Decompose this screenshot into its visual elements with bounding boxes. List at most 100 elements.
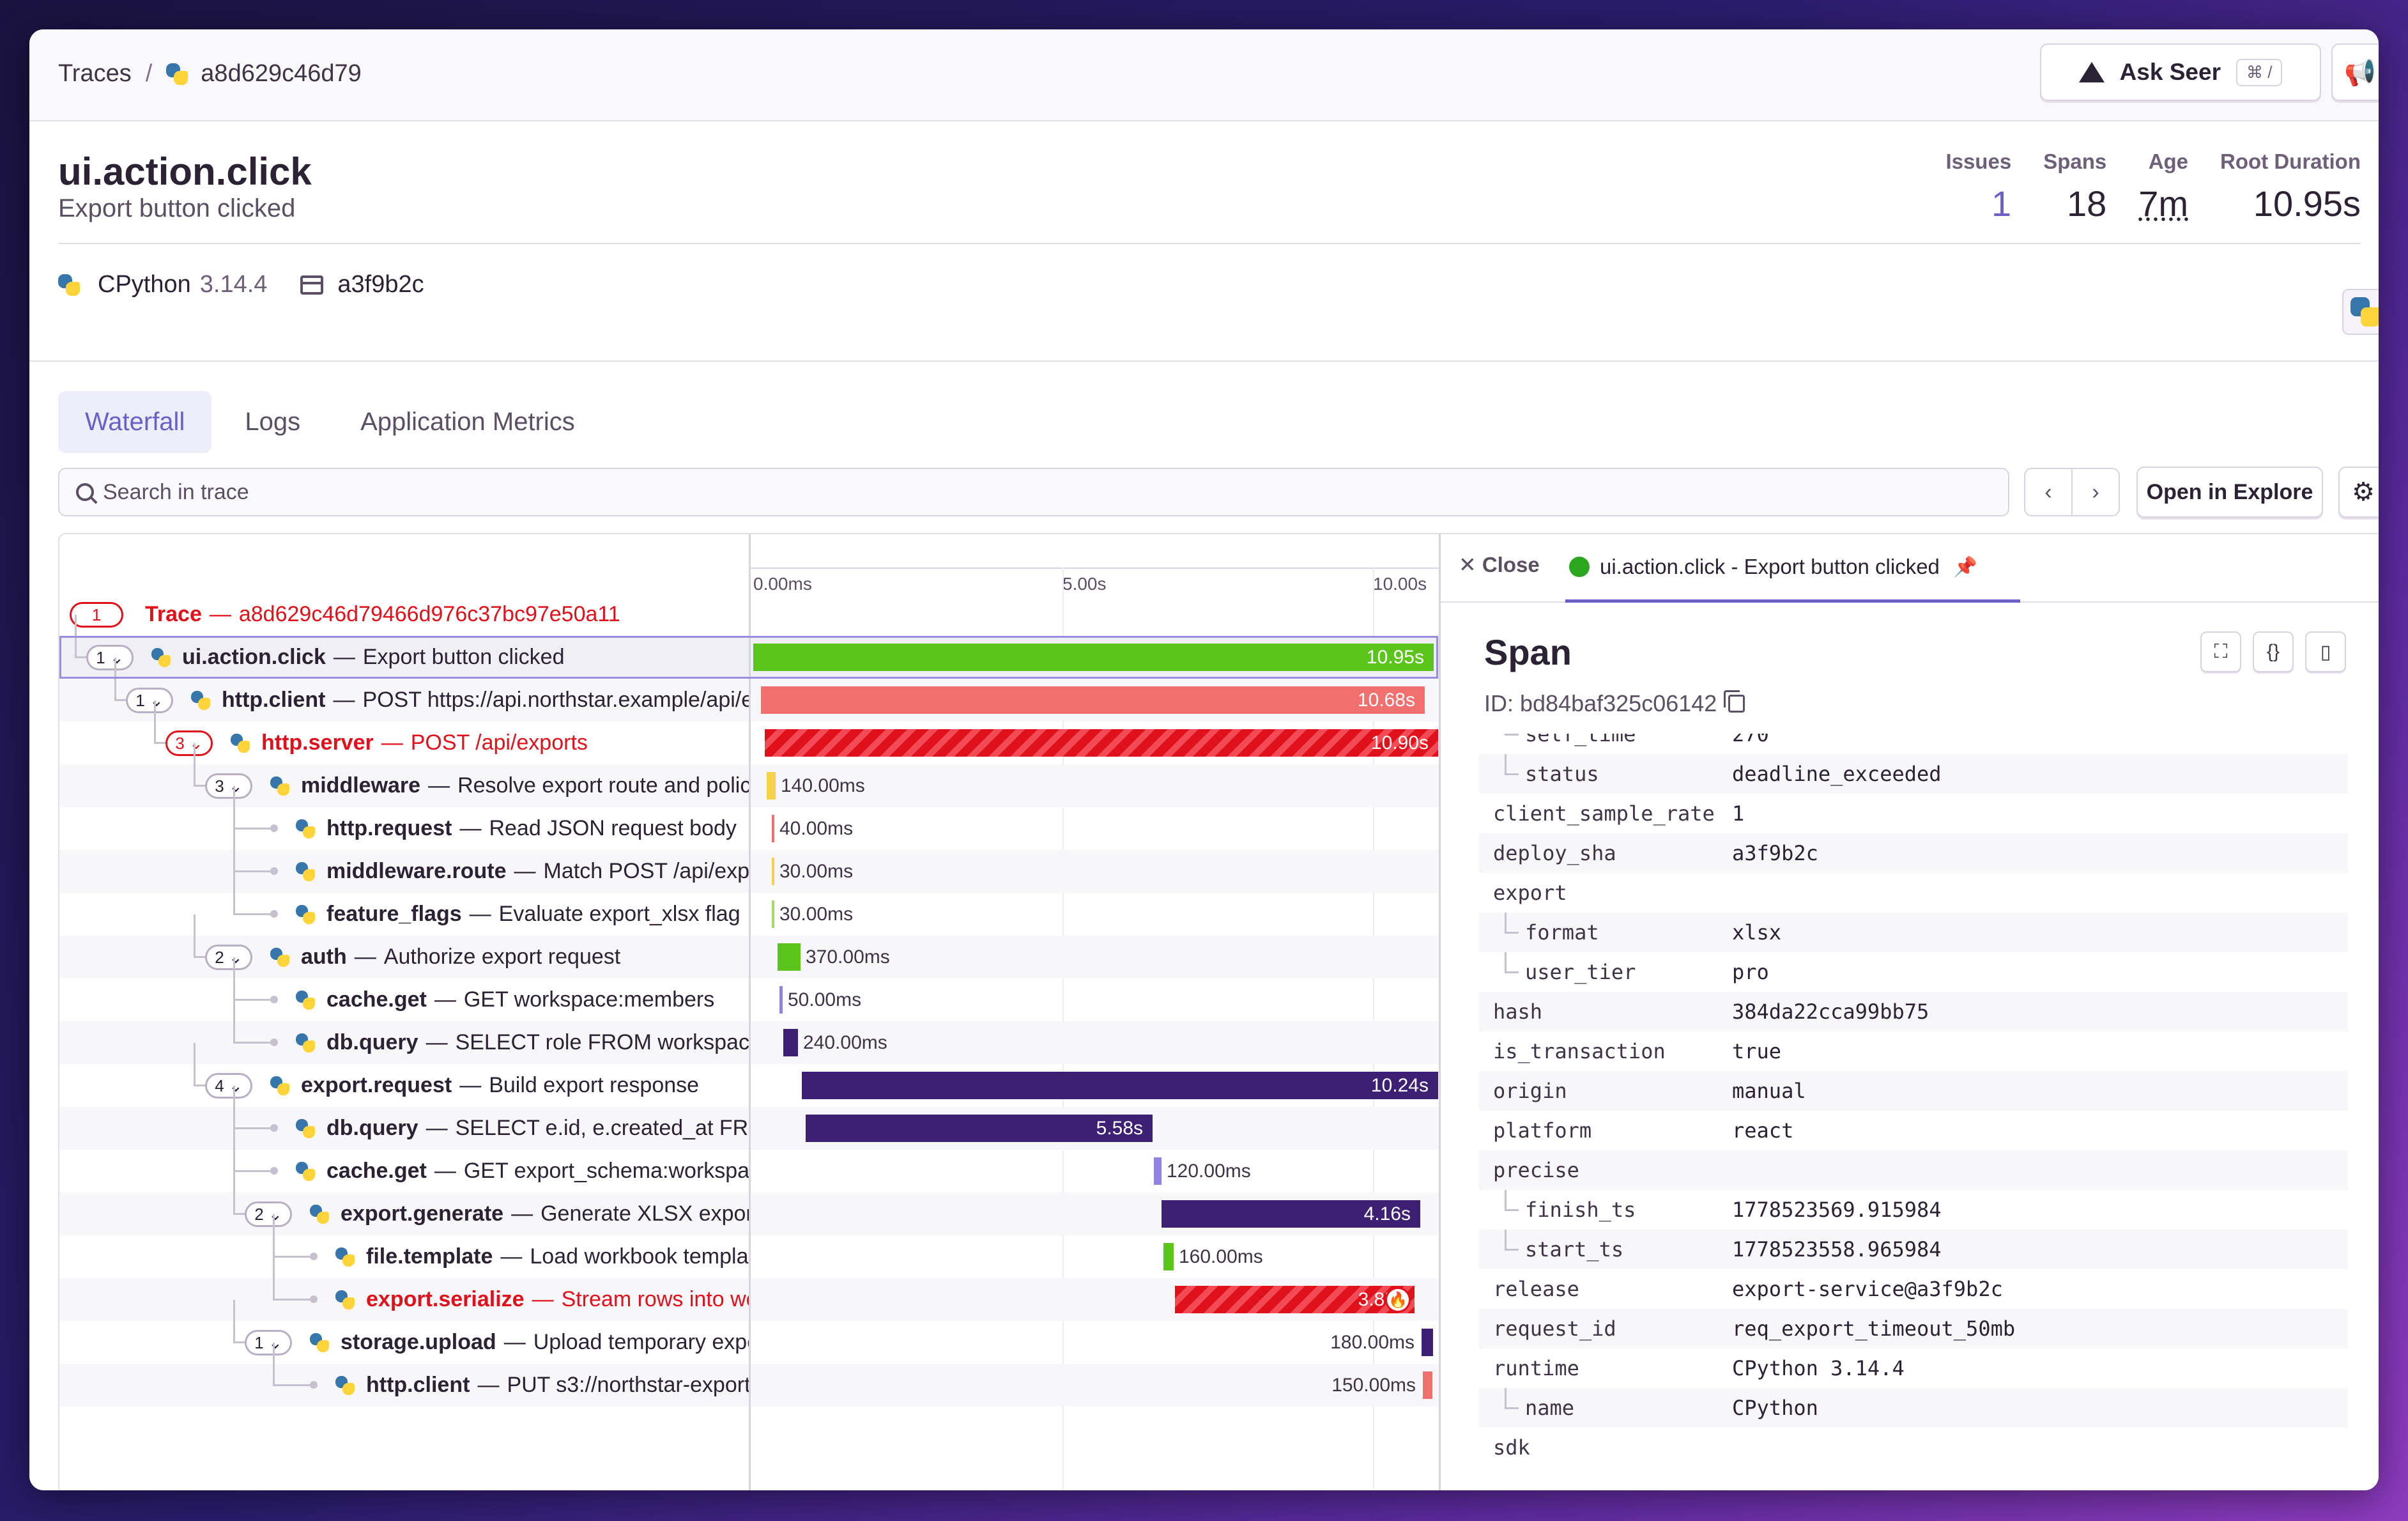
previous-result-button[interactable]: ‹: [2024, 468, 2073, 516]
span-count-pill[interactable]: 3 ⌄: [205, 773, 252, 799]
span-row[interactable]: http.client — PUT s3://northstar-exports/t…: [59, 1343, 749, 1407]
span-bar[interactable]: [1175, 1286, 1415, 1313]
attribute-value[interactable]: deadline_exceeded: [1732, 762, 1942, 786]
span-bar[interactable]: [778, 943, 801, 971]
sidebar-toggle-icon[interactable]: ▯: [2305, 631, 2346, 672]
copy-icon[interactable]: [1724, 690, 1745, 713]
span-row[interactable]: 1 ⌄ storage.upload — Upload temporary expor…: [59, 1300, 749, 1364]
attribute-value[interactable]: 270: [1732, 734, 1769, 746]
span-bar-row[interactable]: 50.00ms: [751, 978, 1439, 1021]
tab-span-detail[interactable]: ui.action.click - Export button clicked …: [1565, 534, 2020, 603]
span-bar[interactable]: [772, 858, 774, 885]
span-bar[interactable]: [772, 900, 774, 928]
span-bar[interactable]: [806, 1115, 1153, 1142]
attribute-value[interactable]: 384da22cca99bb75: [1732, 1000, 1929, 1024]
span-row[interactable]: 2 ⌄ export.generate — Generate XLSX export: [59, 1171, 749, 1235]
span-count-pill[interactable]: 2 ⌄: [245, 1201, 292, 1227]
span-bar-row[interactable]: 10.95s: [751, 636, 1439, 679]
span-bar-row[interactable]: 10.90s: [751, 722, 1439, 764]
span-row[interactable]: cache.get — GET workspace:members: [59, 957, 749, 1021]
attribute-value[interactable]: req_export_timeout_50mb: [1732, 1316, 2016, 1341]
tab-waterfall[interactable]: Waterfall: [58, 391, 212, 453]
trace-row[interactable]: 1 Trace — a8d629c46d79466d976c37bc97e50a11: [59, 593, 749, 636]
span-row[interactable]: 4 ⌄ export.request — Build export response: [59, 1043, 749, 1107]
span-bar[interactable]: [1163, 1243, 1174, 1270]
span-bar-row[interactable]: 40.00ms: [751, 807, 1439, 850]
span-bar-row[interactable]: 10.68s: [751, 679, 1439, 722]
span-row[interactable]: db.query — SELECT e.id, e.created_at FROM …: [59, 1086, 749, 1150]
span-bar[interactable]: [753, 644, 1434, 671]
span-row[interactable]: 2 ⌄ auth — Authorize export request: [59, 915, 749, 978]
span-bar[interactable]: [772, 815, 774, 842]
span-count-pill[interactable]: 1 ⌄: [245, 1330, 292, 1355]
span-bar[interactable]: [779, 986, 783, 1014]
span-row[interactable]: 1 ⌄ http.client — POST https://api.northsta…: [59, 658, 749, 722]
span-row[interactable]: http.request — Read JSON request body: [59, 786, 749, 850]
settings-button[interactable]: ⚙: [2338, 467, 2379, 518]
span-row[interactable]: file.template — Load workbook template: [59, 1214, 749, 1278]
span-count-pill[interactable]: 2 ⌄: [205, 945, 252, 970]
span-row[interactable]: feature_flags — Evaluate export_xlsx flag: [59, 872, 749, 936]
stat-issues[interactable]: Issues 1: [1945, 150, 2011, 224]
span-bar-row[interactable]: 120.00ms: [751, 1150, 1439, 1193]
span-bar[interactable]: [802, 1072, 1438, 1099]
span-count-pill[interactable]: 1 ⌄: [126, 688, 173, 713]
close-button[interactable]: ✕ Close: [1459, 553, 1540, 576]
attribute-value[interactable]: a3f9b2c: [1732, 841, 1818, 865]
span-count-pill[interactable]: 3 ⌄: [165, 730, 213, 756]
span-bar-row[interactable]: 3.85s 🔥: [751, 1278, 1439, 1321]
attribute-value[interactable]: 1778523569.915984: [1732, 1198, 1942, 1222]
json-icon[interactable]: {}: [2253, 631, 2294, 672]
span-bar-row[interactable]: 4.16s: [751, 1193, 1439, 1235]
span-row[interactable]: 3 ⌄ middleware — Resolve export route and p…: [59, 743, 749, 807]
span-row[interactable]: middleware.route — Match POST /api/exports: [59, 829, 749, 893]
attribute-value[interactable]: pro: [1732, 960, 1769, 984]
release-sha[interactable]: a3f9b2c: [337, 271, 424, 298]
span-bar[interactable]: [1423, 1371, 1432, 1399]
span-bar-row[interactable]: 140.00ms: [751, 764, 1439, 807]
fire-icon[interactable]: 🔥: [1385, 1287, 1411, 1313]
breadcrumb-traces-link[interactable]: Traces: [58, 60, 132, 87]
span-bar[interactable]: [783, 1029, 798, 1056]
feedback-button[interactable]: 📢: [2331, 43, 2379, 101]
span-bar[interactable]: [765, 729, 1438, 757]
span-bar[interactable]: [1154, 1157, 1162, 1185]
attribute-value[interactable]: true: [1732, 1039, 1782, 1063]
span-bar-row[interactable]: 30.00ms: [751, 850, 1439, 893]
span-count-pill[interactable]: 1 ⌄: [86, 645, 134, 670]
span-bar-row[interactable]: 30.00ms: [751, 893, 1439, 936]
trace-count-pill[interactable]: 1: [70, 602, 123, 628]
span-bar-row[interactable]: 370.00ms: [751, 936, 1439, 978]
next-result-button[interactable]: ›: [2071, 468, 2120, 516]
span-bar[interactable]: [767, 772, 776, 799]
focus-icon[interactable]: ⛶: [2200, 631, 2241, 672]
span-bar[interactable]: [761, 686, 1425, 714]
span-bar[interactable]: [1422, 1329, 1433, 1356]
attribute-value[interactable]: react: [1732, 1118, 1794, 1143]
open-in-explore-button[interactable]: Open in Explore: [2136, 467, 2323, 518]
attribute-value[interactable]: 1778523558.965984: [1732, 1237, 1942, 1262]
attribute-value[interactable]: CPython 3.14.4: [1732, 1356, 1905, 1380]
span-row[interactable]: cache.get — GET export_schema:workspace: [59, 1129, 749, 1193]
attribute-value[interactable]: export-service@a3f9b2c: [1732, 1277, 2003, 1301]
span-row[interactable]: export.serialize — Stream rows into workbo…: [59, 1257, 749, 1321]
span-bar-row[interactable]: 240.00ms: [751, 1021, 1439, 1064]
span-bar-row[interactable]: 10.24s: [751, 1064, 1439, 1107]
platform-button[interactable]: [2342, 289, 2379, 335]
tab-application-metrics[interactable]: Application Metrics: [360, 408, 575, 436]
span-bar-row[interactable]: 160.00ms: [751, 1235, 1439, 1278]
tab-logs[interactable]: Logs: [245, 408, 301, 436]
span-bar-row[interactable]: 5.58s: [751, 1107, 1439, 1150]
ask-seer-button[interactable]: Ask Seer ⌘ /: [2040, 43, 2321, 101]
span-row[interactable]: db.query — SELECT role FROM workspace_memb…: [59, 1000, 749, 1064]
span-count-pill[interactable]: 4 ⌄: [205, 1073, 252, 1099]
pin-icon[interactable]: 📌: [1953, 556, 1978, 578]
span-bar-row[interactable]: 180.00ms: [751, 1321, 1439, 1364]
span-row[interactable]: 1 ⌄ ui.action.click — Export button clicked: [59, 615, 749, 679]
span-row[interactable]: 3 ⌄ http.server — POST /api/exports: [59, 700, 749, 764]
span-bar[interactable]: [1162, 1200, 1420, 1228]
attribute-value[interactable]: CPython: [1732, 1396, 1818, 1420]
attribute-value[interactable]: manual: [1732, 1079, 1806, 1103]
attribute-value[interactable]: 1: [1732, 801, 1745, 826]
search-input[interactable]: Search in trace: [58, 468, 2009, 516]
